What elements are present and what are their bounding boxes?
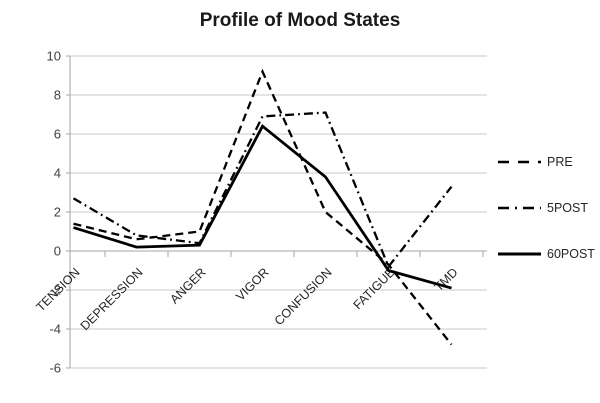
x-tick-label: CONFUSION (272, 265, 335, 328)
y-tick-label: 4 (54, 166, 61, 181)
y-tick-label: -4 (49, 322, 61, 337)
y-tick-label: 10 (47, 49, 61, 64)
y-tick-label: 8 (54, 88, 61, 103)
chart-legend: PRE 5POST 60POST (497, 153, 595, 263)
chart-title: Profile of Mood States (199, 10, 401, 31)
gridlines (70, 55, 487, 369)
legend-item-60post: 60POST (497, 245, 595, 263)
y-axis-labels: 10 8 6 4 2 0 -2 -4 -6 (47, 49, 61, 376)
series-line-60post (73, 124, 452, 290)
x-tick-label: VIGOR (233, 265, 271, 303)
legend-label-60post: 60POST (547, 247, 595, 261)
legend-item-5post: 5POST (497, 199, 595, 217)
y-tick-label: 0 (54, 244, 61, 259)
axes (66, 55, 487, 369)
series-line-5post (72, 111, 453, 269)
x-tick-label: DEPRESSION (78, 265, 146, 333)
y-tick-label: 6 (54, 127, 61, 142)
y-tick-label: 2 (54, 205, 61, 220)
legend-label-5post: 5POST (547, 201, 588, 215)
5post-line-sample (498, 206, 541, 210)
x-tick-label: ANGER (167, 265, 208, 306)
legend-item-pre: PRE (497, 153, 595, 171)
legend-label-pre: PRE (547, 155, 573, 169)
y-tick-label: -2 (49, 283, 61, 298)
60post-line-sample (498, 252, 541, 256)
series-line-pre (73, 68, 453, 346)
pre-line-sample (498, 160, 541, 164)
y-tick-label: -6 (49, 361, 61, 376)
